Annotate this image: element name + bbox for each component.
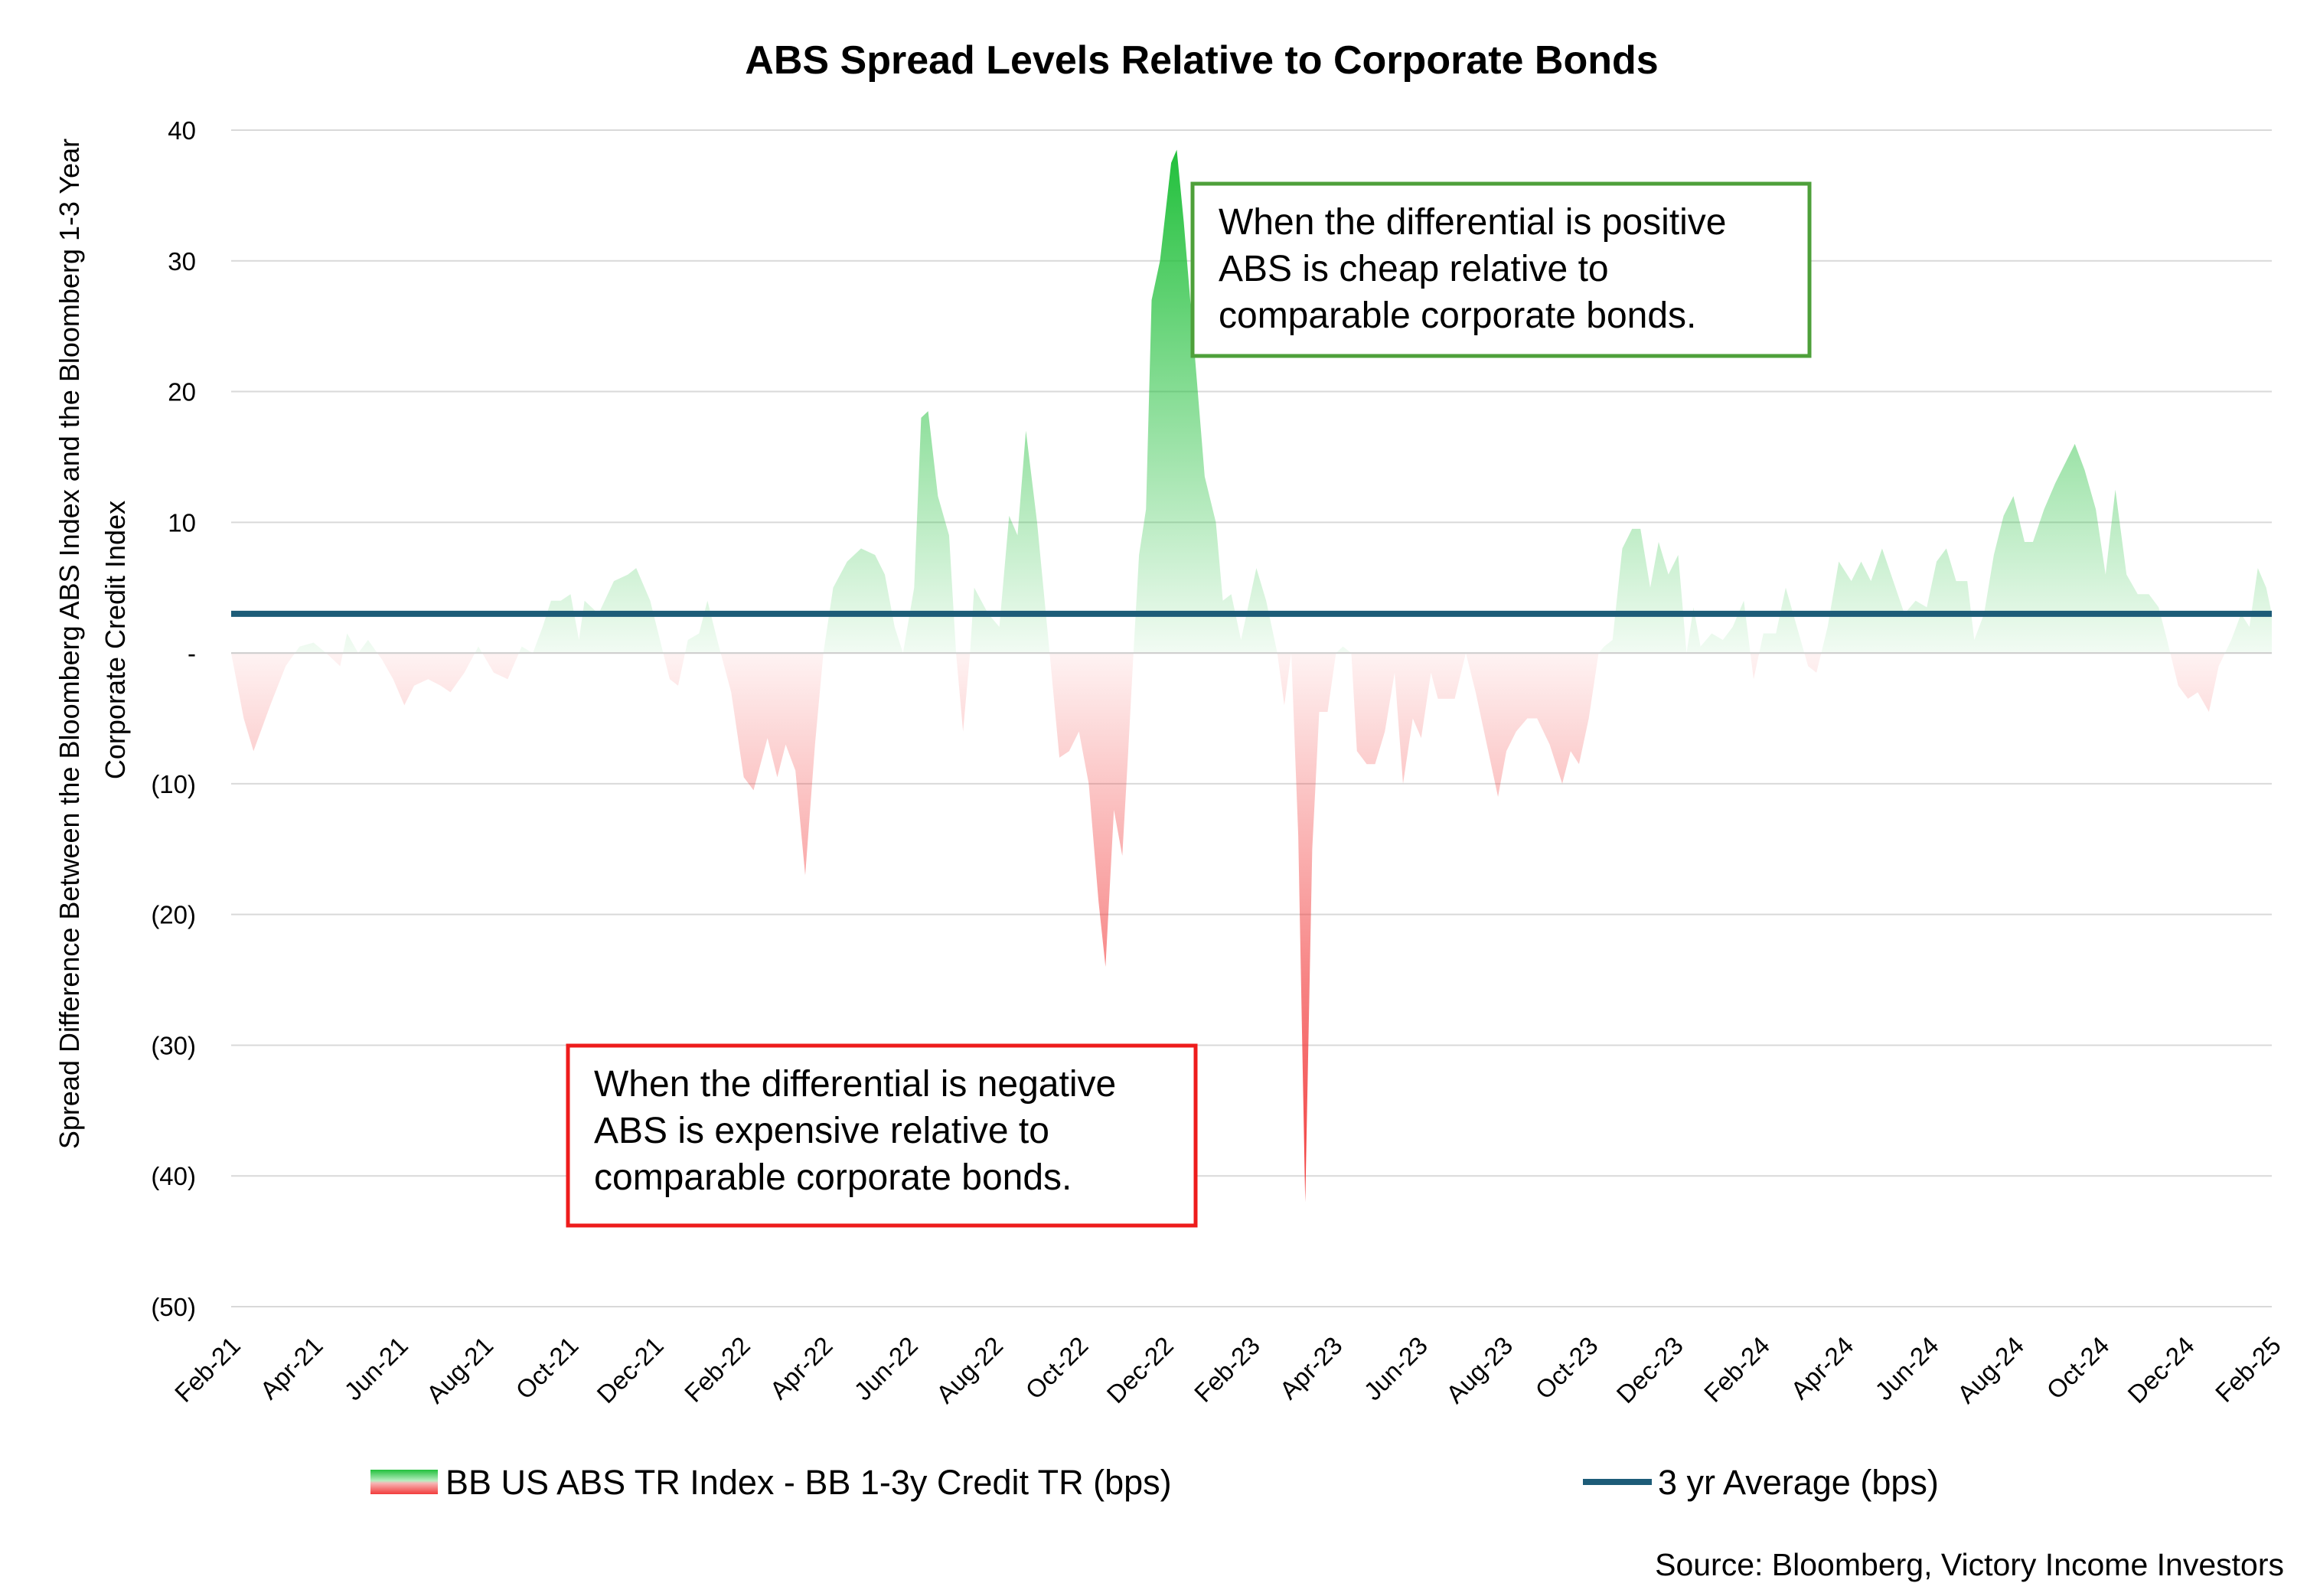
x-tick-label: Jun-22 <box>848 1331 923 1406</box>
annotation-negative-line-1: When the differential is negative <box>594 1064 1116 1105</box>
x-tick-label: Feb-21 <box>169 1331 246 1408</box>
legend-average-label: 3 yr Average (bps) <box>1658 1463 1939 1502</box>
annotation-positive-line-3: comparable corporate bonds. <box>1219 295 1696 336</box>
spread-area-series <box>231 149 2272 1203</box>
area-positive <box>231 149 2272 654</box>
y-tick-label: (20) <box>151 901 196 929</box>
x-tick-label: Apr-22 <box>764 1331 837 1405</box>
area-negative <box>231 653 2272 1203</box>
x-tick-label: Oct-21 <box>510 1331 583 1405</box>
annotation-positive-line-2: ABS is cheap relative to <box>1219 249 1609 289</box>
annotation-negative: When the differential is negative ABS is… <box>566 1043 1198 1228</box>
annotation-positive-line-1: When the differential is positive <box>1219 202 1726 243</box>
y-tick-label: (30) <box>151 1031 196 1059</box>
y-tick-label: 30 <box>168 247 196 276</box>
x-tick-label: Dec-23 <box>1611 1331 1689 1408</box>
annotation-positive-box <box>1190 181 1812 358</box>
annotation-negative-line-3: comparable corporate bonds. <box>594 1157 1072 1198</box>
x-tick-label: Apr-23 <box>1274 1331 1347 1405</box>
x-tick-label: Aug-24 <box>1952 1331 2029 1408</box>
source-note: Source: Bloomberg, Victory Income Invest… <box>1655 1547 2284 1582</box>
x-tick-label: Aug-22 <box>931 1331 1008 1408</box>
x-tick-label: Aug-21 <box>421 1331 498 1408</box>
x-tick-label: Oct-24 <box>2041 1331 2114 1405</box>
y-tick-label: (40) <box>151 1162 196 1190</box>
x-tick-label: Apr-21 <box>254 1331 328 1405</box>
x-tick-label: Feb-23 <box>1189 1331 1265 1408</box>
legend-area-swatch <box>370 1470 438 1494</box>
x-tick-label: Apr-24 <box>1785 1331 1858 1405</box>
y-tick-label: 20 <box>168 378 196 406</box>
y-axis-label: Spread Difference Between the Bloomberg … <box>54 131 131 1149</box>
annotation-negative-box <box>566 1043 1198 1228</box>
x-tick-label: Jun-24 <box>1869 1331 1944 1406</box>
legend-area-label: BB US ABS TR Index - BB 1-3y Credit TR (… <box>445 1463 1172 1502</box>
y-tick-label: (10) <box>151 770 196 798</box>
x-tick-label: Oct-23 <box>1529 1331 1603 1405</box>
x-tick-label: Dec-24 <box>2122 1331 2199 1408</box>
x-tick-label: Aug-23 <box>1441 1331 1518 1408</box>
y-axis: 40 30 20 10 - (10) (20) (30) (40) (50) <box>151 116 196 1321</box>
x-tick-label: Jun-21 <box>338 1331 413 1406</box>
y-tick-label: 10 <box>168 508 196 537</box>
y-tick-label: 40 <box>168 116 196 145</box>
annotation-negative-line-2: ABS is expensive relative to <box>594 1111 1049 1151</box>
x-tick-label: Feb-22 <box>679 1331 755 1408</box>
x-tick-label: Dec-22 <box>1101 1331 1179 1408</box>
x-tick-label: Dec-21 <box>591 1331 668 1408</box>
x-tick-label: Feb-24 <box>1698 1331 1775 1408</box>
legend: BB US ABS TR Index - BB 1-3y Credit TR (… <box>370 1463 1939 1502</box>
x-tick-label: Oct-22 <box>1020 1331 1093 1405</box>
x-tick-label: Feb-25 <box>2210 1331 2286 1408</box>
chart-title: ABS Spread Levels Relative to Corporate … <box>745 38 1658 83</box>
y-tick-label: - <box>188 639 196 667</box>
x-tick-label: Jun-23 <box>1359 1331 1434 1406</box>
x-axis: Feb-21 Apr-21 Jun-21 Aug-21 Oct-21 Dec-21 Feb-… <box>169 1331 2286 1408</box>
annotation-positive: When the differential is positive ABS is… <box>1190 181 1812 358</box>
y-tick-label: (50) <box>151 1293 196 1321</box>
